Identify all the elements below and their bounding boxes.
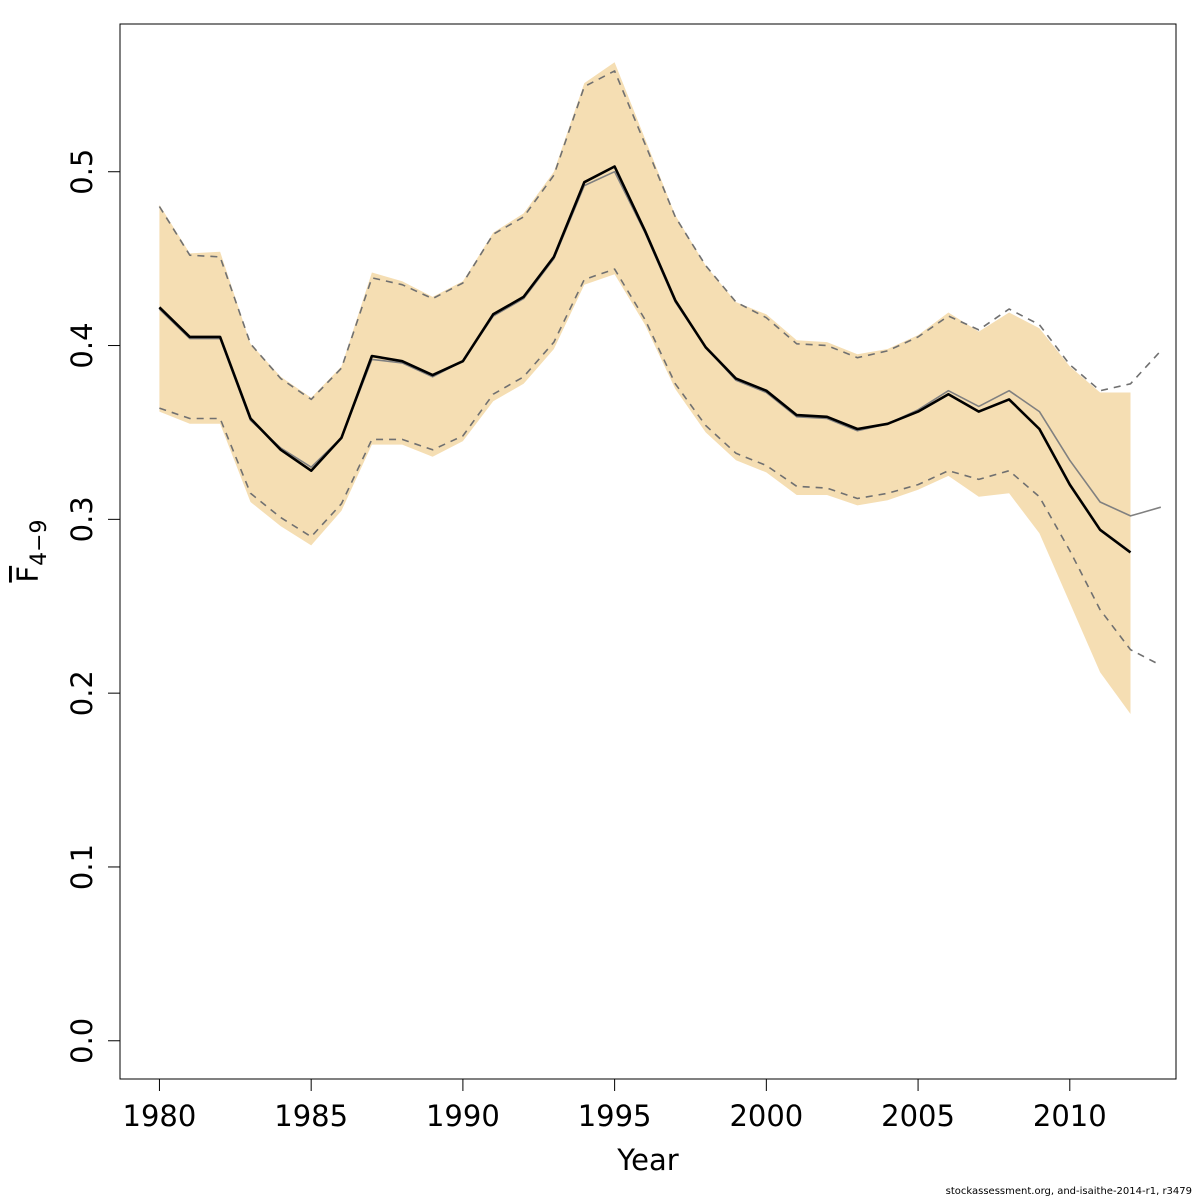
y-tick-label: 0.1 — [65, 844, 99, 890]
y-tick-label: 0.2 — [65, 670, 99, 716]
y-axis-title: F4−9 — [11, 519, 52, 582]
x-axis-title: Year — [616, 1143, 678, 1177]
plot-frame — [119, 23, 1177, 1080]
y-tick-label: 0.5 — [65, 149, 99, 195]
series-line-main — [158, 165, 1132, 554]
x-tick-label: 2005 — [881, 1099, 955, 1133]
x-tick-label: 2010 — [1033, 1099, 1107, 1133]
x-tick-label: 1980 — [123, 1099, 197, 1133]
y-axis-title-sub: 4−9 — [27, 519, 52, 565]
y-tick-label: 0.0 — [65, 1018, 99, 1064]
confidence-band — [159, 62, 1131, 714]
x-tick-label: 1990 — [426, 1099, 500, 1133]
x-tick-label: 1985 — [274, 1099, 348, 1133]
y-axis-title-main: F — [11, 566, 45, 583]
series-line-retro-upper — [158, 70, 1162, 401]
series-line-retro-lower — [159, 268, 1162, 667]
x-tick-label: 2000 — [729, 1099, 803, 1133]
credit-text: stockassessment.org, and-isaithe-2014-r1… — [945, 1186, 1192, 1197]
series-layer — [158, 70, 1162, 667]
confidence-band-layer — [159, 62, 1131, 714]
y-axis: 0.0 0.1 0.2 0.3 0.4 0.5 — [65, 149, 120, 1064]
y-tick-label: 0.4 — [65, 322, 99, 368]
x-tick-label: 1995 — [578, 1099, 652, 1133]
svg-text:F4−9: F4−9 — [11, 519, 52, 582]
y-tick-label: 0.3 — [65, 496, 99, 542]
x-axis: 1980 1985 1990 1995 2000 2005 2010 — [123, 1079, 1107, 1133]
